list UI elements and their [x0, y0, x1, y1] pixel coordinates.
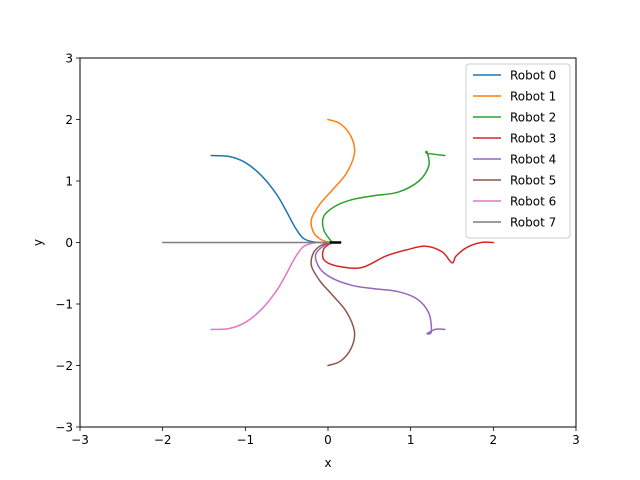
x-axis-label: x: [324, 456, 331, 470]
x-tick-label: −1: [236, 433, 254, 447]
y-tick-label: −3: [55, 421, 73, 435]
x-tick-label: 0: [324, 433, 332, 447]
legend-label: Robot 4: [510, 153, 556, 167]
y-tick-label: 2: [65, 113, 73, 127]
legend: Robot 0 Robot 1 Robot 2 Robot 3 Robot 4 Robot…: [465, 63, 571, 239]
legend-label: Robot 6: [510, 195, 556, 209]
legend-label: Robot 2: [510, 111, 556, 125]
x-tick-label: 2: [490, 433, 498, 447]
y-tick-label: −2: [55, 359, 73, 373]
legend-label: Robot 3: [510, 132, 556, 146]
x-tick-label: −3: [71, 433, 89, 447]
x-tick-label: −2: [154, 433, 172, 447]
x-tick-label: 1: [407, 433, 415, 447]
y-tick-label: 0: [65, 236, 73, 250]
series-line-robot-3: [321, 241, 495, 270]
series-line-robot-4: [314, 241, 446, 335]
legend-label: Robot 5: [510, 174, 556, 188]
series-line-robot-2: [321, 150, 446, 244]
legend-label: Robot 7: [510, 216, 556, 230]
legend-label: Robot 0: [510, 69, 556, 83]
legend-box: [465, 63, 571, 239]
series-line-robot-5: [310, 241, 356, 367]
series-line-robot-1: [310, 118, 356, 244]
y-axis: −3 −2 −1 0 1 2 3: [55, 52, 80, 435]
x-axis: −3 −2 −1 0 1 2 3: [71, 427, 580, 447]
legend-label: Robot 1: [510, 90, 556, 104]
y-tick-label: 3: [65, 52, 73, 66]
series-layer: [161, 118, 495, 367]
y-tick-label: 1: [65, 175, 73, 189]
y-tick-label: −1: [55, 298, 73, 312]
x-tick-label: 3: [572, 433, 580, 447]
y-axis-label: y: [31, 239, 45, 246]
